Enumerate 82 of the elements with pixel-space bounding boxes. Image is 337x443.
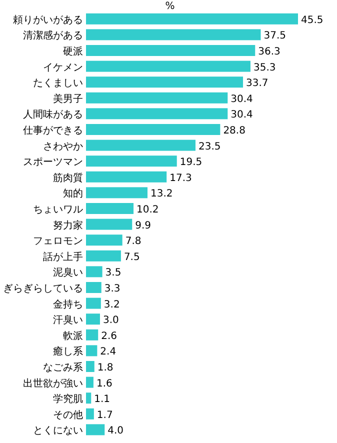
bar [86,140,196,151]
bar [86,13,298,24]
data-label: 3.5 [105,268,122,279]
data-label: 30.4 [230,110,253,121]
y-tick-label: 頼りがいがある [13,14,83,26]
data-label: 1.1 [94,394,110,406]
y-tick-label: ちょいワル [33,204,83,216]
data-label: 33.7 [246,78,268,90]
y-tick-label: 癒し系 [53,346,83,358]
y-tick-label: フェロモン [33,236,83,248]
data-label: 7.5 [124,252,140,263]
bar [86,424,105,436]
bar [86,329,98,340]
data-label: 3.0 [102,315,119,326]
bar [86,203,134,214]
data-label: 30.4 [230,94,253,105]
y-tick-label: イケメン [43,62,83,74]
data-label: 2.6 [101,330,118,342]
data-label: 36.3 [258,46,280,58]
data-label: 23.5 [198,141,221,152]
bar [86,250,121,262]
y-tick-label: 人間味がある [23,108,83,121]
data-label: 7.8 [125,236,142,248]
y-tick-label: 泥臭い [53,266,83,279]
data-label: 3.2 [104,299,120,310]
y-tick-label: スポーツマン [23,157,83,168]
bar [86,108,228,120]
bar [86,60,250,72]
bar [86,29,261,40]
y-tick-label: 筋肉質 [53,172,83,184]
data-label: 4.0 [108,426,124,437]
bar [86,187,148,198]
bar [86,392,92,404]
bar [86,218,132,230]
bar [86,282,102,293]
y-tick-label: たくましい [33,78,83,90]
y-tick-label: 知的 [63,188,83,200]
y-tick-label: その他 [53,408,83,421]
bar [86,171,167,182]
data-label: 35.3 [253,62,276,74]
y-tick-label: さわやか [43,141,83,152]
y-tick-label: 清潔感がある [23,30,83,42]
data-label: 37.5 [264,30,286,42]
y-tick-label: なごみ系 [43,362,83,374]
y-tick-label: 軟派 [63,330,83,342]
bar [86,76,244,88]
bar [86,345,98,356]
y-tick-label: 金持ち [53,298,83,310]
bar [86,266,102,278]
y-tick-label: 美男子 [53,92,83,105]
y-tick-label: とくにない [33,426,83,437]
y-tick-label: 学究肌 [53,393,83,406]
y-tick-label: 硬派 [63,46,83,58]
data-label: 45.5 [301,14,324,26]
bar [86,298,101,309]
y-tick-label: 汗臭い [53,314,83,326]
bar [86,92,228,104]
data-label: 2.4 [100,346,116,358]
bar [86,156,177,167]
data-label: 3.3 [104,284,120,294]
bar [86,408,94,420]
bar [86,314,100,325]
data-label: 1.6 [96,378,112,390]
data-label: 19.5 [180,157,202,168]
bar [86,361,94,372]
data-label: 17.3 [170,172,192,184]
data-label: 1.8 [97,362,114,374]
y-tick-label: 出世欲が強い [23,377,83,390]
data-label: 13.2 [150,188,173,200]
x-axis-title: % [165,1,175,12]
bar [86,234,122,246]
y-tick-label: 努力家 [53,219,83,232]
data-label: 1.7 [96,410,113,421]
y-tick-label: 話が上手 [43,250,83,263]
bar [86,376,94,388]
bar [86,45,256,56]
data-label: 28.8 [223,126,246,136]
y-tick-label: 仕事ができる [23,124,83,136]
bar [86,124,220,135]
y-tick-label: ぎらぎらしている [3,284,83,294]
data-label: 10.2 [136,204,159,216]
data-label: 9.9 [135,220,152,232]
